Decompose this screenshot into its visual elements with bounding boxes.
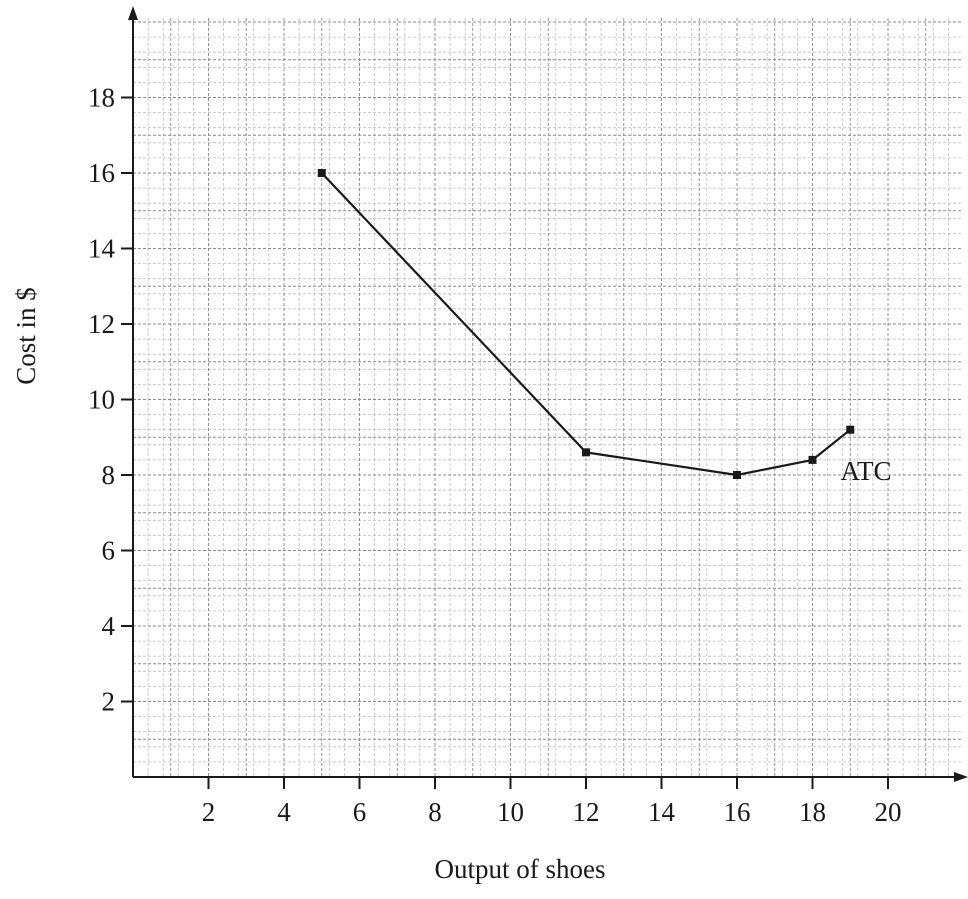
x-tick-label: 20 <box>875 797 902 827</box>
data-point <box>317 169 326 177</box>
x-axis-title: Output of shoes <box>435 854 606 884</box>
series: ATC <box>317 169 892 486</box>
x-tick-label: 10 <box>497 797 524 827</box>
data-point <box>846 425 855 434</box>
y-tick-label: 10 <box>88 385 115 415</box>
y-axis-title: Cost in $ <box>11 287 41 385</box>
x-tick-label: 6 <box>353 797 367 827</box>
data-point <box>582 448 590 457</box>
y-tick-label: 4 <box>102 611 116 641</box>
y-tick-label: 18 <box>88 83 115 113</box>
x-tick-label: 8 <box>428 797 442 827</box>
y-tick-label: 2 <box>102 687 116 717</box>
x-tick-label: 4 <box>277 797 291 827</box>
x-tick-label: 12 <box>573 797 600 827</box>
x-tick-label: 14 <box>648 797 676 827</box>
series-label: ATC <box>841 456 892 486</box>
y-tick-label: 12 <box>88 309 115 339</box>
x-tick-label: 2 <box>202 797 216 827</box>
x-axis-arrow <box>954 772 968 782</box>
x-tick-label: 18 <box>799 797 826 827</box>
data-point <box>808 455 817 464</box>
y-tick-label: 8 <box>102 460 116 490</box>
y-tick-label: 16 <box>88 158 115 188</box>
y-tick-label: 6 <box>102 536 116 566</box>
y-axis-arrow <box>128 6 138 20</box>
x-tick-label: 16 <box>724 797 751 827</box>
ticks: 2 4 6 8 10 12 14 16 18 20 2 4 6 8 10 12 14 16 18 <box>88 83 902 828</box>
grid <box>133 18 962 777</box>
data-point <box>733 471 741 479</box>
axes <box>128 6 968 782</box>
y-tick-label: 14 <box>88 234 116 264</box>
